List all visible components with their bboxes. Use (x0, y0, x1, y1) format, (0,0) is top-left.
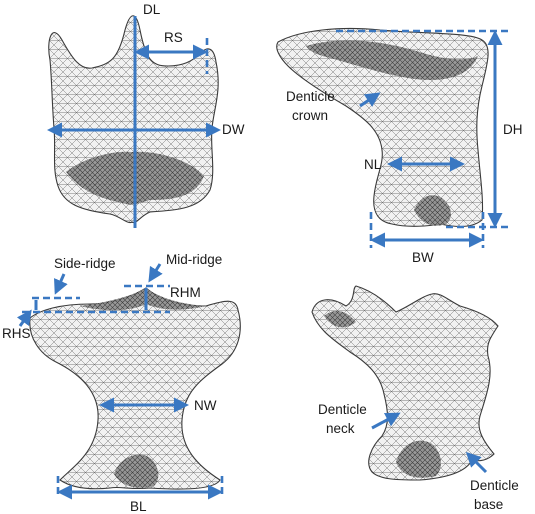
side-ridge-pointer-arrow (54, 273, 68, 295)
label-dw: DW (222, 122, 245, 137)
base-pointer-arrow (465, 451, 488, 474)
label-rhm: RHM (170, 285, 201, 300)
crown-pointer-arrow (359, 92, 381, 108)
label-rs: RS (164, 30, 183, 45)
label-rhs: RHS (2, 326, 31, 341)
label-bl: BL (130, 499, 147, 514)
denticle-lateral-base-shadow (414, 195, 451, 226)
denticle-oblique-crown-shadow (324, 310, 356, 328)
label-denticle-neck-2: neck (326, 421, 355, 436)
panel-bottom-right: Denticle neck Denticle base (311, 285, 519, 512)
label-mid-ridge: Mid-ridge (166, 252, 222, 267)
rhs-pointer-arrow (16, 309, 32, 327)
label-dl: DL (143, 2, 161, 17)
label-nw: NW (194, 398, 217, 413)
neck-pointer-arrow (371, 412, 401, 430)
label-side-ridge: Side-ridge (54, 256, 116, 271)
denticle-posterior-base-shadow (114, 454, 159, 488)
label-nl: NL (364, 157, 382, 172)
denticle-oblique-base-shadow (396, 440, 441, 478)
label-bw: BW (412, 250, 434, 265)
label-denticle-neck-1: Denticle (318, 402, 367, 417)
label-dh: DH (503, 122, 523, 137)
panel-top-right: Denticle crown NL DH BW (276, 27, 523, 265)
label-denticle-crown-2: crown (292, 108, 328, 123)
denticle-posterior-ridge-shadow (80, 288, 206, 311)
panel-top-left: DL RS DW (47, 2, 245, 228)
label-denticle-base-1: Denticle (470, 478, 519, 493)
label-denticle-base-2: base (474, 497, 503, 512)
denticle-lateral-crown-shadow (306, 40, 478, 80)
panel-bottom-left: Side-ridge Mid-ridge RHM RHS NW BL (2, 252, 241, 514)
mid-ridge-pointer-arrow (148, 263, 163, 283)
label-denticle-crown-1: Denticle (286, 89, 335, 104)
